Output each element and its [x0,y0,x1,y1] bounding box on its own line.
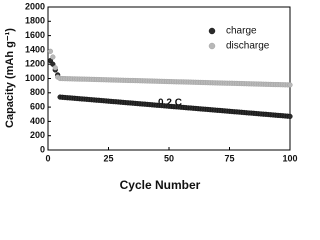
x-tick-label: 100 [282,153,297,163]
x-tick-label: 0 [45,153,50,163]
data-point [50,54,56,60]
page: {"chart_data":{"type":"scatter","x_label… [3,1,298,193]
y-tick-label: 800 [30,87,45,97]
legend-marker [208,42,216,50]
data-point [52,65,58,71]
data-point [50,61,56,67]
y-tick-label: 1000 [25,73,45,83]
data-point [47,48,54,54]
y-tick-label: 600 [30,101,45,111]
y-tick-label: 1200 [25,59,45,69]
legend-label: discharge [226,41,270,52]
y-tick-label: 200 [30,130,45,140]
y-tick-label: 1800 [25,16,45,26]
y-tick-label: 2000 [25,1,45,11]
x-tick-label: 75 [224,153,234,163]
data-point [287,113,293,119]
x-tick-label: 50 [164,153,174,163]
legend-marker [208,27,216,35]
legend-label: charge [226,26,257,37]
annotation: 0.2 C [158,98,182,109]
x-axis-label: Cycle Number [120,178,201,192]
y-tick-label: 1400 [25,44,45,54]
y-tick-label: 0 [40,144,45,154]
data-point [47,58,54,64]
chart: Cycle Number Capacity (mAh g⁻¹) 0.2 C 0 2… [4,1,298,192]
data-point [287,82,293,88]
y-tick-label: 1600 [25,30,45,40]
y-axis-label: Capacity (mAh g⁻¹) [4,28,16,128]
y-tick-label: 400 [30,116,45,126]
x-tick-label: 25 [103,153,113,163]
